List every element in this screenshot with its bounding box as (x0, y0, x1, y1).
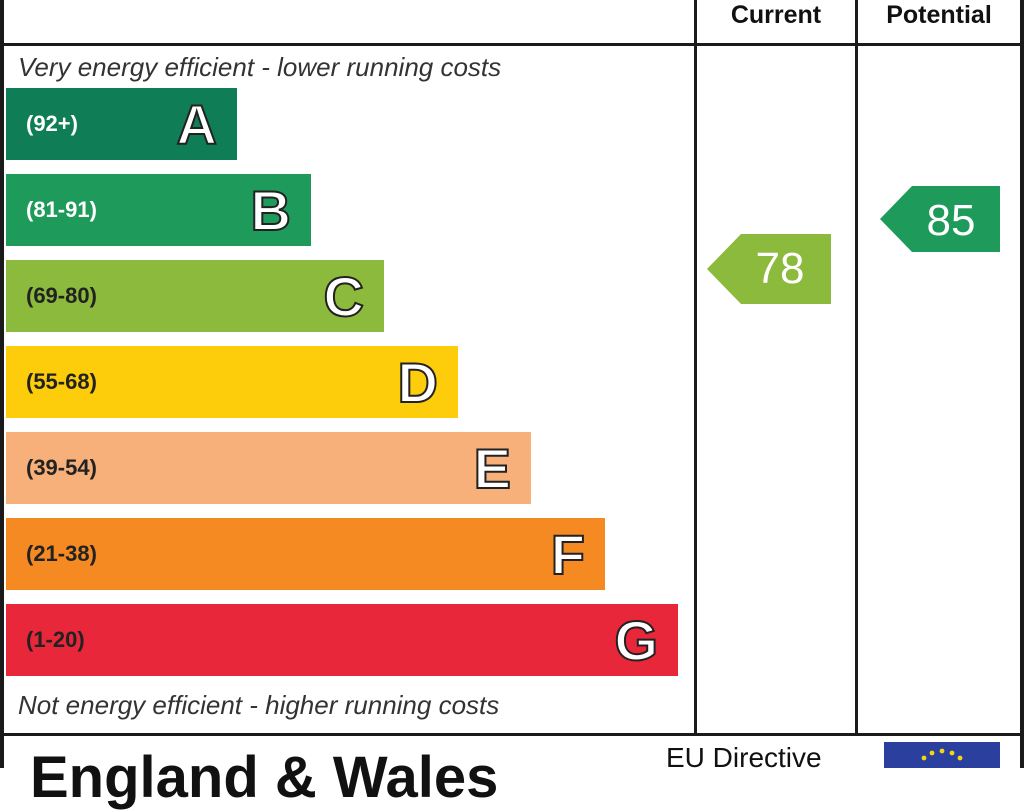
band-b-range: (81-91) (26, 197, 97, 222)
divider-current-potential (855, 0, 858, 736)
band-e: (39-54) E (6, 432, 531, 504)
band-b: (81-91) B (6, 174, 311, 246)
potential-rating-arrow: 85 (880, 186, 1000, 256)
current-column-header: Current (730, 0, 822, 29)
band-c-range: (69-80) (26, 283, 97, 308)
band-c: (69-80) C (6, 260, 384, 332)
band-g-letter: G (613, 608, 659, 673)
band-g-range: (1-20) (26, 627, 85, 652)
band-e-letter: E (473, 436, 512, 501)
right-border (1020, 0, 1024, 768)
region-title: England & Wales (30, 745, 499, 810)
band-e-range: (39-54) (26, 455, 97, 480)
band-d: (55-68) D (6, 346, 458, 418)
band-f-range: (21-38) (26, 541, 97, 566)
left-border (0, 0, 4, 768)
divider-bands-current (694, 0, 697, 736)
eu-directive-label: EU Directive (666, 742, 822, 773)
band-g: (1-20) G (6, 604, 678, 676)
current-rating-value: 78 (755, 244, 805, 293)
potential-column-header: Potential (886, 0, 992, 29)
eu-flag-icon (884, 742, 1000, 768)
band-a-letter: A (176, 92, 218, 157)
band-b-letter: B (250, 178, 292, 243)
band-d-range: (55-68) (26, 369, 97, 394)
caption-efficient: Very energy efficient - lower running co… (18, 52, 502, 82)
footer-rule (0, 733, 1024, 736)
band-a-range: (92+) (26, 111, 78, 136)
caption-inefficient: Not energy efficient - higher running co… (18, 690, 500, 720)
band-f-letter: F (550, 522, 586, 587)
band-a: (92+) A (6, 88, 237, 160)
potential-rating-value: 85 (926, 196, 976, 245)
band-f: (21-38) F (6, 518, 605, 590)
header-rule (0, 43, 1024, 46)
band-d-letter: D (397, 350, 439, 415)
current-rating-arrow: 78 (707, 234, 831, 304)
band-c-letter: C (323, 264, 365, 329)
